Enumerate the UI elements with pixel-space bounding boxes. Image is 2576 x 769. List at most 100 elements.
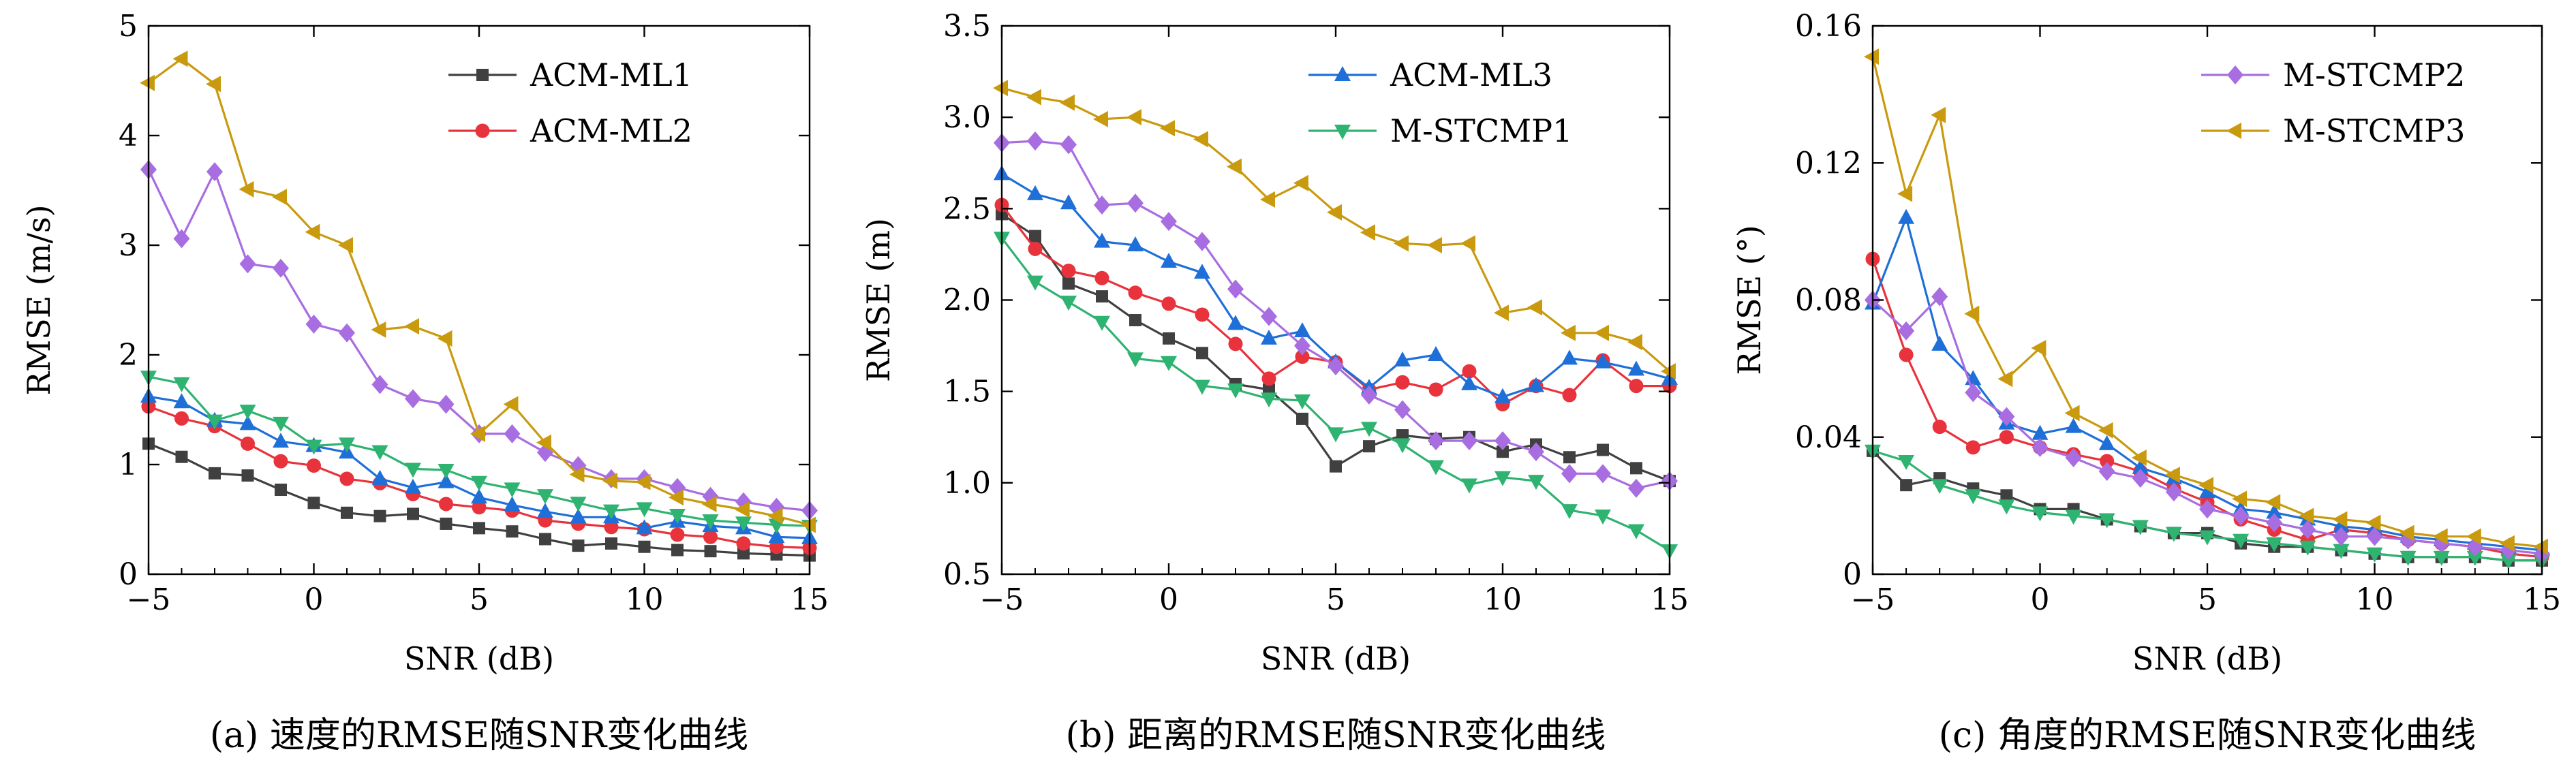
legend-swatch-marker bbox=[476, 69, 489, 81]
y-tick-label: 1 bbox=[119, 448, 138, 482]
x-tick-label: 10 bbox=[1484, 582, 1522, 617]
data-point-m-stcmp2 bbox=[1931, 287, 1948, 307]
y-tick-label: 0.5 bbox=[943, 557, 991, 592]
data-point-acm-ml2 bbox=[1061, 264, 1076, 279]
data-point-m-stcmp1 bbox=[735, 516, 752, 532]
data-point-acm-ml2 bbox=[1932, 420, 1947, 435]
data-point-m-stcmp3 bbox=[239, 181, 254, 198]
data-point-m-stcmp1 bbox=[1561, 504, 1578, 520]
legend-label: ACM-ML1 bbox=[530, 57, 692, 93]
y-tick-label: 5 bbox=[119, 9, 138, 44]
data-point-m-stcmp2 bbox=[1494, 431, 1511, 451]
data-point-acm-ml2 bbox=[736, 536, 751, 551]
data-point-acm-ml3 bbox=[2199, 483, 2215, 499]
data-point-acm-ml2 bbox=[670, 527, 685, 542]
data-point-m-stcmp2 bbox=[1461, 431, 1477, 451]
data-point-m-stcmp2 bbox=[1261, 307, 1277, 326]
data-point-m-stcmp1 bbox=[1595, 509, 1611, 525]
data-point-m-stcmp3 bbox=[1260, 191, 1275, 208]
data-point-m-stcmp3 bbox=[172, 50, 188, 67]
data-point-m-stcmp2 bbox=[2266, 513, 2283, 533]
data-point-acm-ml1 bbox=[1900, 479, 1913, 492]
data-point-acm-ml3 bbox=[1898, 208, 1915, 224]
legend-item: M-STCMP2 bbox=[2201, 57, 2465, 93]
data-point-m-stcmp1 bbox=[2031, 506, 2049, 522]
data-point-acm-ml3 bbox=[2266, 503, 2283, 519]
data-point-acm-ml3 bbox=[1294, 322, 1310, 338]
data-point-acm-ml3 bbox=[173, 393, 190, 409]
data-point-acm-ml1 bbox=[506, 525, 519, 538]
data-point-acm-ml2 bbox=[1161, 296, 1176, 311]
data-point-m-stcmp1 bbox=[1027, 275, 1043, 291]
data-point-acm-ml3 bbox=[239, 415, 256, 430]
data-point-acm-ml3 bbox=[1227, 315, 1244, 330]
data-point-m-stcmp1 bbox=[239, 405, 256, 420]
data-point-m-stcmp3 bbox=[1964, 305, 1980, 322]
data-point-acm-ml2 bbox=[1462, 364, 1477, 379]
data-point-acm-ml1 bbox=[737, 547, 750, 560]
data-point-m-stcmp2 bbox=[1127, 193, 1144, 213]
data-point-m-stcmp2 bbox=[1528, 442, 1544, 462]
data-point-m-stcmp3 bbox=[1427, 237, 1442, 253]
data-point-m-stcmp3 bbox=[1193, 131, 1208, 148]
legend-swatch-marker bbox=[2226, 123, 2241, 139]
x-tick-label: −5 bbox=[1851, 582, 1895, 617]
data-point-m-stcmp1 bbox=[405, 462, 421, 478]
data-point-m-stcmp3 bbox=[801, 516, 816, 533]
data-point-m-stcmp3 bbox=[1360, 224, 1375, 241]
data-point-m-stcmp1 bbox=[438, 464, 455, 480]
data-point-acm-ml3 bbox=[2132, 459, 2149, 475]
data-point-m-stcmp1 bbox=[2433, 550, 2450, 566]
data-point-m-stcmp3 bbox=[470, 425, 485, 442]
data-point-m-stcmp3 bbox=[1594, 324, 1609, 341]
data-point-m-stcmp1 bbox=[2466, 550, 2483, 566]
data-point-acm-ml2 bbox=[339, 471, 354, 486]
data-point-m-stcmp3 bbox=[635, 473, 651, 490]
legend-label: ACM-ML2 bbox=[530, 112, 692, 149]
data-point-m-stcmp1 bbox=[2098, 513, 2115, 529]
y-tick-label: 1.5 bbox=[943, 375, 991, 409]
data-point-acm-ml1 bbox=[671, 544, 684, 556]
data-point-acm-ml2 bbox=[703, 529, 718, 544]
data-point-m-stcmp1 bbox=[2199, 530, 2215, 546]
data-point-m-stcmp1 bbox=[2333, 544, 2350, 559]
y-tick-label: 4 bbox=[119, 119, 138, 153]
data-point-m-stcmp3 bbox=[2031, 339, 2046, 356]
data-point-m-stcmp3 bbox=[338, 237, 353, 253]
data-point-acm-ml3 bbox=[471, 488, 487, 504]
x-tick-label: 5 bbox=[1326, 582, 1345, 617]
data-point-acm-ml3 bbox=[1127, 236, 1144, 251]
data-point-m-stcmp1 bbox=[1194, 379, 1210, 395]
series-m-stcmp2 bbox=[140, 159, 818, 520]
series-acm-ml3 bbox=[140, 388, 818, 544]
x-tick-label: 0 bbox=[1159, 582, 1178, 617]
y-tick-label: 0.04 bbox=[1795, 420, 1862, 455]
legend-swatch-marker bbox=[2227, 65, 2243, 84]
data-point-acm-ml3 bbox=[1027, 185, 1043, 200]
data-point-m-stcmp2 bbox=[239, 254, 256, 274]
data-point-acm-ml1 bbox=[605, 537, 617, 550]
x-tick-label: 5 bbox=[2198, 582, 2217, 617]
data-point-m-stcmp2 bbox=[1328, 356, 1344, 376]
y-tick-label: 0.08 bbox=[1795, 283, 1862, 318]
data-point-acm-ml3 bbox=[1394, 351, 1411, 367]
y-tick-label: 0 bbox=[119, 557, 138, 592]
data-point-m-stcmp2 bbox=[1428, 431, 1444, 451]
data-point-m-stcmp3 bbox=[569, 466, 585, 483]
series-acm-ml1 bbox=[996, 208, 1676, 488]
data-point-m-stcmp1 bbox=[1227, 383, 1244, 398]
data-point-acm-ml2 bbox=[1128, 285, 1143, 300]
series-m-stcmp3 bbox=[140, 50, 816, 533]
y-tick-label: 0 bbox=[1843, 557, 1862, 592]
data-point-m-stcmp2 bbox=[2299, 520, 2316, 539]
data-point-m-stcmp3 bbox=[1460, 235, 1475, 252]
data-point-m-stcmp1 bbox=[339, 437, 355, 453]
legend: ACM-ML1 ACM-ML2 bbox=[448, 57, 692, 149]
data-point-m-stcmp2 bbox=[1628, 478, 1644, 498]
data-point-m-stcmp3 bbox=[1227, 158, 1242, 175]
data-point-m-stcmp2 bbox=[2233, 506, 2250, 526]
data-point-m-stcmp3 bbox=[2265, 494, 2281, 511]
data-point-m-stcmp1 bbox=[2132, 520, 2149, 535]
data-point-m-stcmp1 bbox=[1261, 392, 1277, 408]
